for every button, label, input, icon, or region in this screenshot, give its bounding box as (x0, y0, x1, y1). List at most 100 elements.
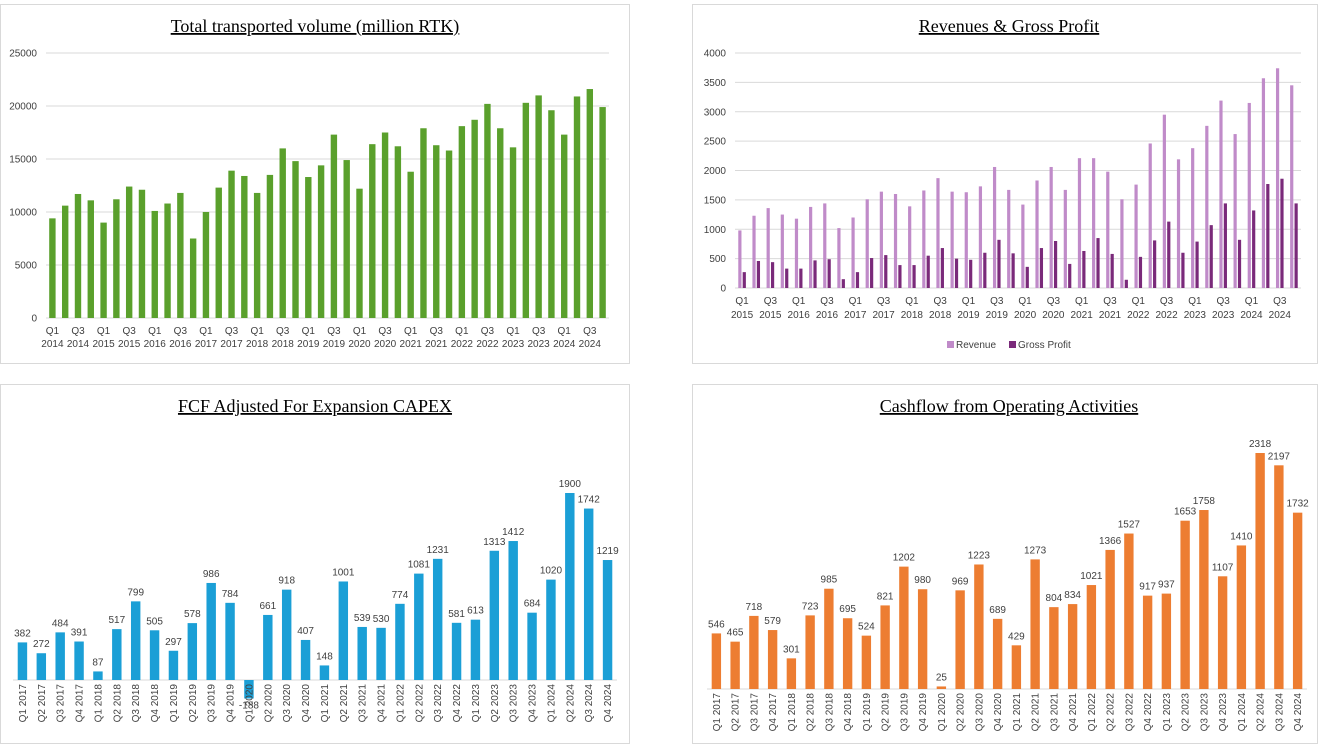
data-label: 579 (764, 616, 781, 627)
y-tick-label: 2500 (704, 137, 727, 148)
bar-revenue (1007, 189, 1011, 288)
bar-gross-profit (1280, 178, 1284, 288)
x-tick-label: Q3 (122, 326, 136, 337)
data-label: 301 (783, 644, 800, 655)
data-label: 1231 (427, 545, 450, 556)
x-tick-label: Q3 (1047, 296, 1061, 307)
bar-gross-profit (898, 265, 902, 288)
bar-revenue (1063, 189, 1067, 288)
data-label: 1107 (1212, 562, 1234, 573)
data-label: 530 (373, 614, 390, 625)
chart-title: Cashflow from Operating Activities (880, 396, 1138, 416)
revenue-chart-panel: Revenues & Gross Profit 0 500 1000 1500 2000 2… (692, 4, 1318, 364)
data-label: 1900 (559, 479, 582, 490)
bar-gross-profit (770, 262, 775, 288)
x-tick-label: 2024 (1269, 310, 1292, 321)
bar (786, 658, 797, 689)
bar-gross-profit (1181, 252, 1185, 288)
bar (1049, 607, 1059, 689)
bar (202, 212, 210, 318)
x-tick-label: Q3 2024 (584, 684, 595, 723)
bar (168, 650, 179, 680)
bar (489, 550, 500, 680)
bar (281, 589, 292, 680)
bar (420, 128, 427, 318)
x-tick-label: Q2 2017 (731, 693, 742, 732)
bar (433, 145, 440, 318)
x-tick-label: 2024 (1240, 310, 1263, 321)
x-tick-label: Q3 (1273, 296, 1287, 307)
data-label: 391 (71, 628, 88, 639)
x-tick-label: Q3 (174, 326, 188, 337)
x-tick-label: 2018 (272, 339, 295, 350)
x-tick-label: Q1 2019 (862, 693, 873, 732)
x-tick-label: 2018 (901, 310, 924, 321)
bar-revenue (851, 217, 855, 288)
bar (1236, 545, 1247, 689)
bar-gross-profit (1223, 203, 1227, 288)
bar (74, 193, 82, 318)
bar-revenue (893, 194, 898, 288)
data-label: 148 (316, 651, 333, 662)
bar-gross-profit (841, 279, 845, 288)
x-tick-label: 2022 (451, 339, 474, 350)
bar (1105, 549, 1115, 689)
bar-revenue (1092, 158, 1096, 288)
x-tick-label: 2017 (872, 310, 895, 321)
x-tick-label: 2023 (1184, 310, 1207, 321)
bar-revenue (964, 192, 968, 288)
data-label: 484 (52, 618, 69, 629)
x-tick-label: Q1 2024 (1237, 693, 1248, 732)
bar-gross-profit (1237, 239, 1242, 288)
bar-revenue (922, 190, 926, 288)
bar (561, 134, 568, 318)
x-tick-label: Q1 2018 (93, 684, 104, 723)
x-tick-label: Q2 2023 (490, 684, 501, 723)
data-label: 661 (259, 601, 276, 612)
x-tick-label: 2023 (502, 339, 525, 350)
bar (338, 581, 349, 680)
x-tick-label: Q1 (46, 326, 60, 337)
legend-label: Gross Profit (1018, 340, 1071, 351)
bar (93, 671, 103, 680)
bar-revenue (1247, 102, 1251, 288)
bar (100, 222, 107, 318)
x-tick-label: Q1 2019 (169, 684, 180, 723)
x-tick-label: Q2 2018 (112, 684, 123, 723)
x-tick-label: Q1 (735, 296, 749, 307)
x-tick-label: Q3 (481, 326, 495, 337)
bar-gross-profit (997, 239, 1001, 288)
fcf-chart-panel: FCF Adjusted For Expansion CAPEX 382 Q1 20… (0, 384, 630, 744)
bar (1067, 604, 1078, 689)
bar (1142, 595, 1153, 689)
x-tick-label: Q1 (404, 326, 418, 337)
bar (936, 686, 947, 689)
x-tick-label: Q3 2023 (509, 684, 520, 723)
x-tick-label: Q3 2018 (824, 693, 835, 732)
bar (1292, 512, 1303, 689)
bar-gross-profit (756, 260, 761, 288)
chart-title: Revenues & Gross Profit (919, 16, 1099, 36)
x-tick-label: Q3 (877, 296, 891, 307)
bar-gross-profit (926, 255, 930, 288)
bar (599, 107, 606, 318)
x-tick-label: Q2 2022 (1106, 693, 1117, 732)
bar-revenue (1176, 159, 1181, 288)
x-tick-label: Q4 2023 (528, 684, 539, 723)
x-tick-label: Q2 2017 (37, 684, 48, 723)
bar-revenue (1261, 78, 1266, 288)
bar (112, 629, 122, 680)
data-label: 524 (858, 622, 875, 633)
bar (917, 589, 928, 689)
y-tick-label: 20000 (9, 102, 37, 113)
x-tick-label: Q2 2023 (1181, 693, 1192, 732)
bar-gross-profit (1153, 240, 1157, 288)
bar-gross-profit (1294, 203, 1298, 288)
bar-revenue (950, 191, 954, 288)
data-label: 407 (297, 626, 314, 637)
bar (55, 632, 65, 680)
x-tick-label: Q3 2021 (1049, 693, 1060, 732)
x-tick-label: 2014 (67, 339, 90, 350)
x-tick-label: 2016 (788, 310, 811, 321)
data-label: 297 (165, 637, 182, 648)
